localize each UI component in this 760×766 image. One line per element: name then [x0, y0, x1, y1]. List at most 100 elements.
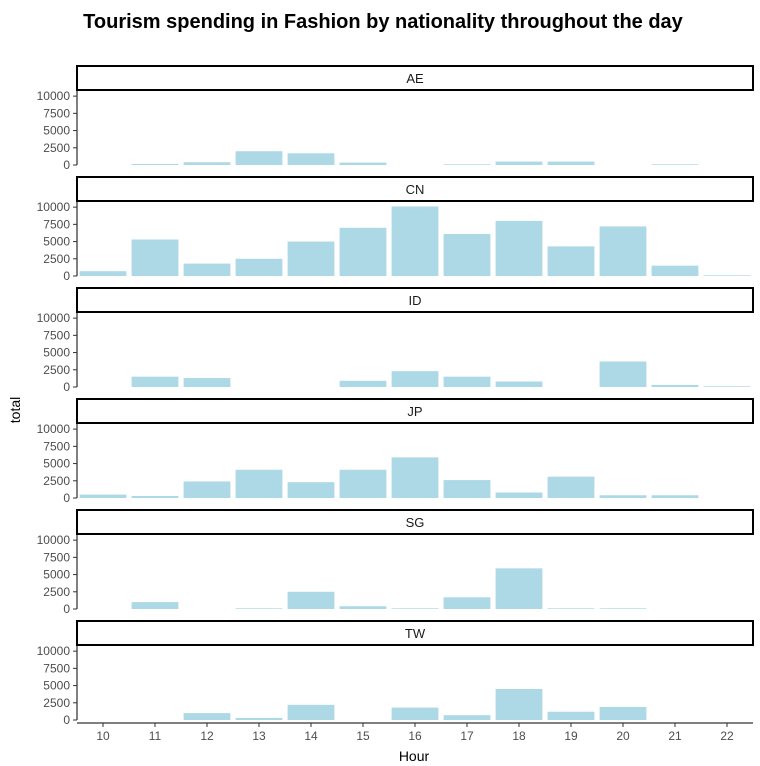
bar-sg-14 [287, 591, 335, 609]
y-tick-label: 0 [63, 380, 70, 394]
facet-tw: TW 0 2500 5000 7500 10000 [37, 620, 754, 727]
facet-jp: JP 0 2500 5000 7500 10000 [37, 398, 754, 505]
bar-tw-14 [287, 704, 335, 720]
y-tick-label: 0 [63, 602, 70, 616]
bar-tw-17 [443, 715, 491, 720]
bar-sg-13 [235, 608, 283, 609]
x-tick-label: 20 [616, 729, 630, 743]
bar-ae-19 [547, 161, 595, 165]
bar-sg-20 [599, 608, 647, 609]
facet-strip [76, 398, 754, 424]
x-tick-label: 15 [356, 729, 370, 743]
facet-ae: AE 0 2500 5000 7500 10000 [37, 65, 754, 172]
y-tick-label: 10000 [37, 311, 71, 325]
bar-jp-14 [287, 482, 335, 498]
facet-strip [76, 620, 754, 646]
y-tick-label: 7500 [43, 550, 70, 564]
bar-cn-21 [651, 265, 699, 276]
x-tick-label: 17 [460, 729, 474, 743]
y-tick-label: 0 [63, 269, 70, 283]
y-tick-label: 7500 [43, 106, 70, 120]
y-tick-label: 7500 [43, 439, 70, 453]
y-tick-label: 2500 [43, 474, 70, 488]
bar-tw-18 [495, 689, 543, 720]
x-tick-label: 22 [720, 729, 734, 743]
bar-jp-20 [599, 495, 647, 498]
bar-ae-11 [131, 163, 179, 165]
x-tick-label: 11 [149, 729, 162, 743]
bar-cn-17 [443, 233, 491, 276]
facet-strip [76, 176, 754, 202]
facet-strip [76, 287, 754, 313]
y-tick-label: 2500 [43, 141, 70, 155]
y-tick-label: 5000 [43, 235, 70, 249]
bar-id-18 [495, 381, 543, 387]
bar-tw-20 [599, 706, 647, 720]
bar-jp-13 [235, 469, 283, 498]
y-tick-label: 0 [63, 491, 70, 505]
bar-ae-18 [495, 161, 543, 165]
bar-id-21 [651, 384, 699, 387]
bar-jp-18 [495, 492, 543, 498]
bar-tw-12 [183, 713, 231, 720]
bar-id-16 [391, 371, 439, 387]
y-tick-label: 2500 [43, 363, 70, 377]
bar-ae-17 [443, 164, 491, 165]
bar-sg-19 [547, 608, 595, 609]
bar-sg-16 [391, 608, 439, 609]
bar-jp-16 [391, 457, 439, 498]
y-tick-label: 10000 [37, 200, 71, 214]
y-tick-label: 7500 [43, 217, 70, 231]
bar-id-11 [131, 376, 179, 387]
facet-strip [76, 65, 754, 91]
bar-cn-22 [703, 275, 751, 276]
y-tick-label: 5000 [43, 346, 70, 360]
x-tick-label: 18 [512, 729, 526, 743]
bar-id-12 [183, 378, 231, 387]
y-tick-label: 7500 [43, 661, 70, 675]
bar-jp-17 [443, 480, 491, 498]
bar-cn-19 [547, 246, 595, 276]
x-tick-label: 12 [200, 729, 214, 743]
y-tick-label: 5000 [43, 679, 70, 693]
bar-cn-10 [79, 271, 127, 276]
y-axis-title: total [7, 397, 23, 423]
x-tick-label: 21 [668, 729, 682, 743]
bar-cn-13 [235, 258, 283, 276]
bar-jp-10 [79, 494, 127, 498]
bar-jp-19 [547, 476, 595, 498]
facet-cn: CN 0 2500 5000 7500 10000 [37, 176, 754, 283]
y-tick-label: 10000 [37, 533, 71, 547]
y-tick-label: 10000 [37, 422, 71, 436]
facet-strip-label: SG [406, 515, 425, 530]
y-tick-label: 0 [63, 158, 70, 172]
facet-strip-label: ID [409, 293, 422, 308]
bar-tw-13 [235, 717, 283, 720]
bar-id-22 [703, 386, 751, 387]
bar-jp-11 [131, 495, 179, 498]
facet-strip-label: TW [405, 626, 426, 641]
y-tick-label: 2500 [43, 696, 70, 710]
bar-id-17 [443, 376, 491, 387]
x-tick-label: 10 [96, 729, 110, 743]
bar-ae-15 [339, 162, 387, 165]
bar-cn-16 [391, 206, 439, 276]
y-tick-label: 10000 [37, 644, 71, 658]
x-tick-label: 14 [304, 729, 318, 743]
facet-sg: SG 0 2500 5000 7500 10000 [37, 509, 754, 616]
y-tick-label: 5000 [43, 457, 70, 471]
bar-cn-11 [131, 239, 179, 276]
x-tick-label: 19 [564, 729, 578, 743]
bar-sg-11 [131, 602, 179, 609]
y-tick-label: 5000 [43, 124, 70, 138]
chart-title: Tourism spending in Fashion by nationali… [83, 11, 684, 33]
bar-ae-14 [287, 153, 335, 165]
bar-jp-15 [339, 469, 387, 498]
bar-sg-18 [495, 568, 543, 609]
x-tick-label: 13 [252, 729, 266, 743]
y-tick-label: 0 [63, 713, 70, 727]
bar-cn-14 [287, 241, 335, 276]
y-tick-label: 7500 [43, 328, 70, 342]
bar-ae-21 [651, 164, 699, 165]
bar-ae-12 [183, 162, 231, 165]
